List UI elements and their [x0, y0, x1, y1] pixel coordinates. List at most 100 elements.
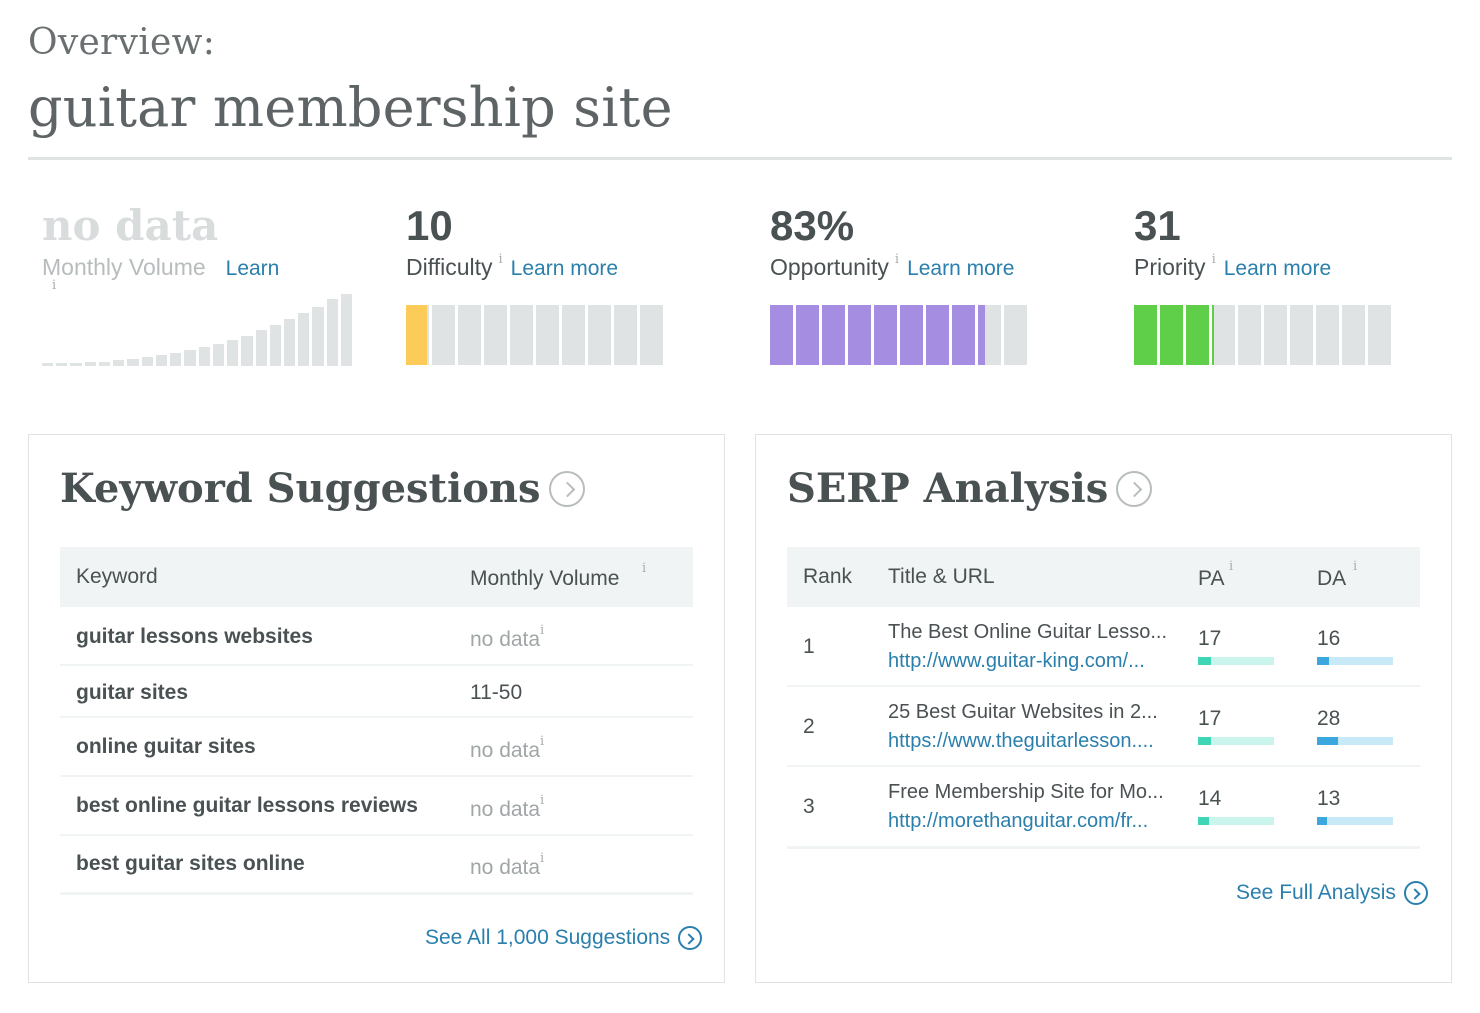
volume-cell: no data	[470, 739, 541, 762]
score-bar-segment	[614, 305, 637, 365]
keyword-row[interactable]: best online guitar lessons reviews no da…	[60, 777, 693, 836]
monthly-volume-learn-link[interactable]: Learn	[225, 257, 280, 280]
volume-cell: no data	[470, 798, 541, 821]
score-bar-segment	[588, 305, 611, 365]
see-full-analysis-link[interactable]: See Full Analysis	[1236, 881, 1428, 905]
serp-result-row[interactable]: 3 Free Membership Site for Mo... http://…	[787, 767, 1420, 849]
opportunity-metric: 83% Opportunity i Learn more	[770, 200, 1100, 370]
sparkline-bar	[127, 359, 139, 366]
chevron-right-circle-icon[interactable]	[1116, 470, 1153, 507]
da-value: 13	[1317, 787, 1341, 810]
serp-result-row[interactable]: 2 25 Best Guitar Websites in 2... https:…	[787, 687, 1420, 767]
pa-column-header[interactable]: PA	[1198, 567, 1225, 590]
serp-analysis-panel: SERP Analysis Rank Title & URL PA i DA i…	[755, 434, 1452, 983]
sparkline-bar	[170, 353, 182, 366]
keyword-cell[interactable]: guitar lessons websites	[76, 625, 313, 648]
monthly-volume-info-icon[interactable]: i	[52, 278, 57, 293]
keyword-row[interactable]: best guitar sites online no data i	[60, 836, 693, 895]
keyword-row[interactable]: guitar sites 11-50	[60, 666, 693, 718]
sparkline-bar	[340, 294, 353, 366]
overview-label: Overview:	[28, 22, 216, 63]
sparkline-bar	[298, 313, 310, 366]
serp-analysis-title: SERP Analysis	[787, 465, 1109, 512]
result-title: 25 Best Guitar Websites in 2...	[888, 701, 1158, 723]
da-meter	[1317, 657, 1393, 665]
chevron-right-circle-icon[interactable]	[548, 470, 585, 507]
keyword-cell[interactable]: best guitar sites online	[76, 852, 305, 875]
da-info-icon[interactable]: i	[1353, 559, 1358, 574]
see-all-suggestions-link[interactable]: See All 1,000 Suggestions	[425, 926, 703, 950]
da-meter	[1317, 817, 1393, 825]
sparkline-bar	[184, 350, 196, 366]
sparkline-bar	[241, 336, 253, 366]
priority-score-bar	[1134, 305, 1391, 365]
sparkline-bar	[227, 340, 239, 366]
score-bar-segment	[796, 305, 819, 365]
sparkline-bar	[255, 330, 267, 366]
keyword-cell[interactable]: best online guitar lessons reviews	[76, 794, 418, 817]
serp-result-row[interactable]: 1 The Best Online Guitar Lesso... http:/…	[787, 607, 1420, 687]
rank-cell: 1	[803, 635, 815, 658]
difficulty-learn-more-link[interactable]: Learn more	[510, 257, 619, 280]
score-bar-segment	[432, 305, 455, 365]
score-bar-segment	[770, 305, 793, 365]
result-url-link[interactable]: http://www.guitar-king.com/...	[888, 650, 1145, 672]
sparkline-bar	[141, 357, 153, 366]
serp-analysis-heading: SERP Analysis	[787, 465, 1153, 512]
da-column-header[interactable]: DA	[1317, 567, 1347, 590]
sparkline-bar	[269, 325, 281, 366]
monthly-volume-column-info-icon[interactable]: i	[642, 561, 647, 576]
result-url-link[interactable]: http://morethanguitar.com/fr...	[888, 810, 1149, 832]
volume-info-icon[interactable]: i	[540, 851, 545, 866]
keyword-cell[interactable]: online guitar sites	[76, 735, 256, 758]
see-all-suggestions-label: See All 1,000 Suggestions	[425, 926, 671, 949]
keyword-cell[interactable]: guitar sites	[76, 681, 189, 704]
priority-info-icon[interactable]: i	[1211, 252, 1216, 267]
title-url-column-header[interactable]: Title & URL	[888, 565, 995, 588]
monthly-volume-sparkline	[42, 290, 353, 366]
volume-cell: 11-50	[470, 681, 523, 704]
keyword-suggestions-heading: Keyword Suggestions	[60, 465, 585, 512]
score-bar-segment	[1368, 305, 1391, 365]
score-bar-segment	[848, 305, 871, 365]
chevron-right-circle-icon	[1403, 881, 1428, 905]
volume-info-icon[interactable]: i	[540, 793, 545, 808]
da-value: 28	[1317, 707, 1341, 730]
volume-info-icon[interactable]: i	[540, 734, 545, 749]
score-bar-segment	[1134, 305, 1157, 365]
result-url-link[interactable]: https://www.theguitarlesson....	[888, 730, 1154, 752]
sparkline-bar	[113, 360, 125, 366]
volume-cell: no data	[470, 856, 541, 879]
result-title: The Best Online Guitar Lesso...	[888, 621, 1168, 643]
score-bar-segment	[822, 305, 845, 365]
opportunity-value: 83%	[770, 202, 855, 249]
rank-cell: 2	[803, 715, 815, 738]
pa-info-icon[interactable]: i	[1229, 559, 1234, 574]
score-bar-segment	[1186, 305, 1209, 365]
volume-info-icon[interactable]: i	[540, 623, 545, 638]
chevron-right-circle-icon	[678, 926, 703, 950]
sparkline-bar	[326, 299, 338, 366]
keyword-table-header: Keyword Monthly Volume i	[60, 547, 693, 607]
sparkline-bar	[283, 319, 296, 366]
difficulty-metric: 10 Difficulty i Learn more	[406, 200, 736, 370]
sparkline-bar	[198, 347, 210, 366]
sparkline-bar	[155, 355, 168, 366]
score-bar-segment	[1342, 305, 1365, 365]
monthly-volume-label: Monthly Volume	[42, 254, 206, 280]
keyword-suggestions-title: Keyword Suggestions	[60, 465, 541, 512]
monthly-volume-column-header[interactable]: Monthly Volume	[470, 567, 620, 590]
keyword-column-header[interactable]: Keyword	[76, 565, 158, 588]
difficulty-info-icon[interactable]: i	[498, 252, 503, 267]
opportunity-info-icon[interactable]: i	[894, 252, 900, 267]
keyword-row[interactable]: online guitar sites no data i	[60, 718, 693, 777]
keyword-row[interactable]: guitar lessons websites no data i	[60, 607, 693, 666]
da-meter	[1317, 737, 1393, 745]
score-bar-segment	[1004, 305, 1027, 365]
opportunity-learn-more-link[interactable]: Learn more	[907, 257, 1015, 280]
priority-learn-more-link[interactable]: Learn more	[1223, 257, 1332, 280]
priority-value: 31	[1134, 202, 1181, 249]
page-title: guitar membership site	[28, 76, 673, 139]
rank-column-header[interactable]: Rank	[803, 565, 853, 588]
pa-value: 14	[1198, 787, 1222, 810]
